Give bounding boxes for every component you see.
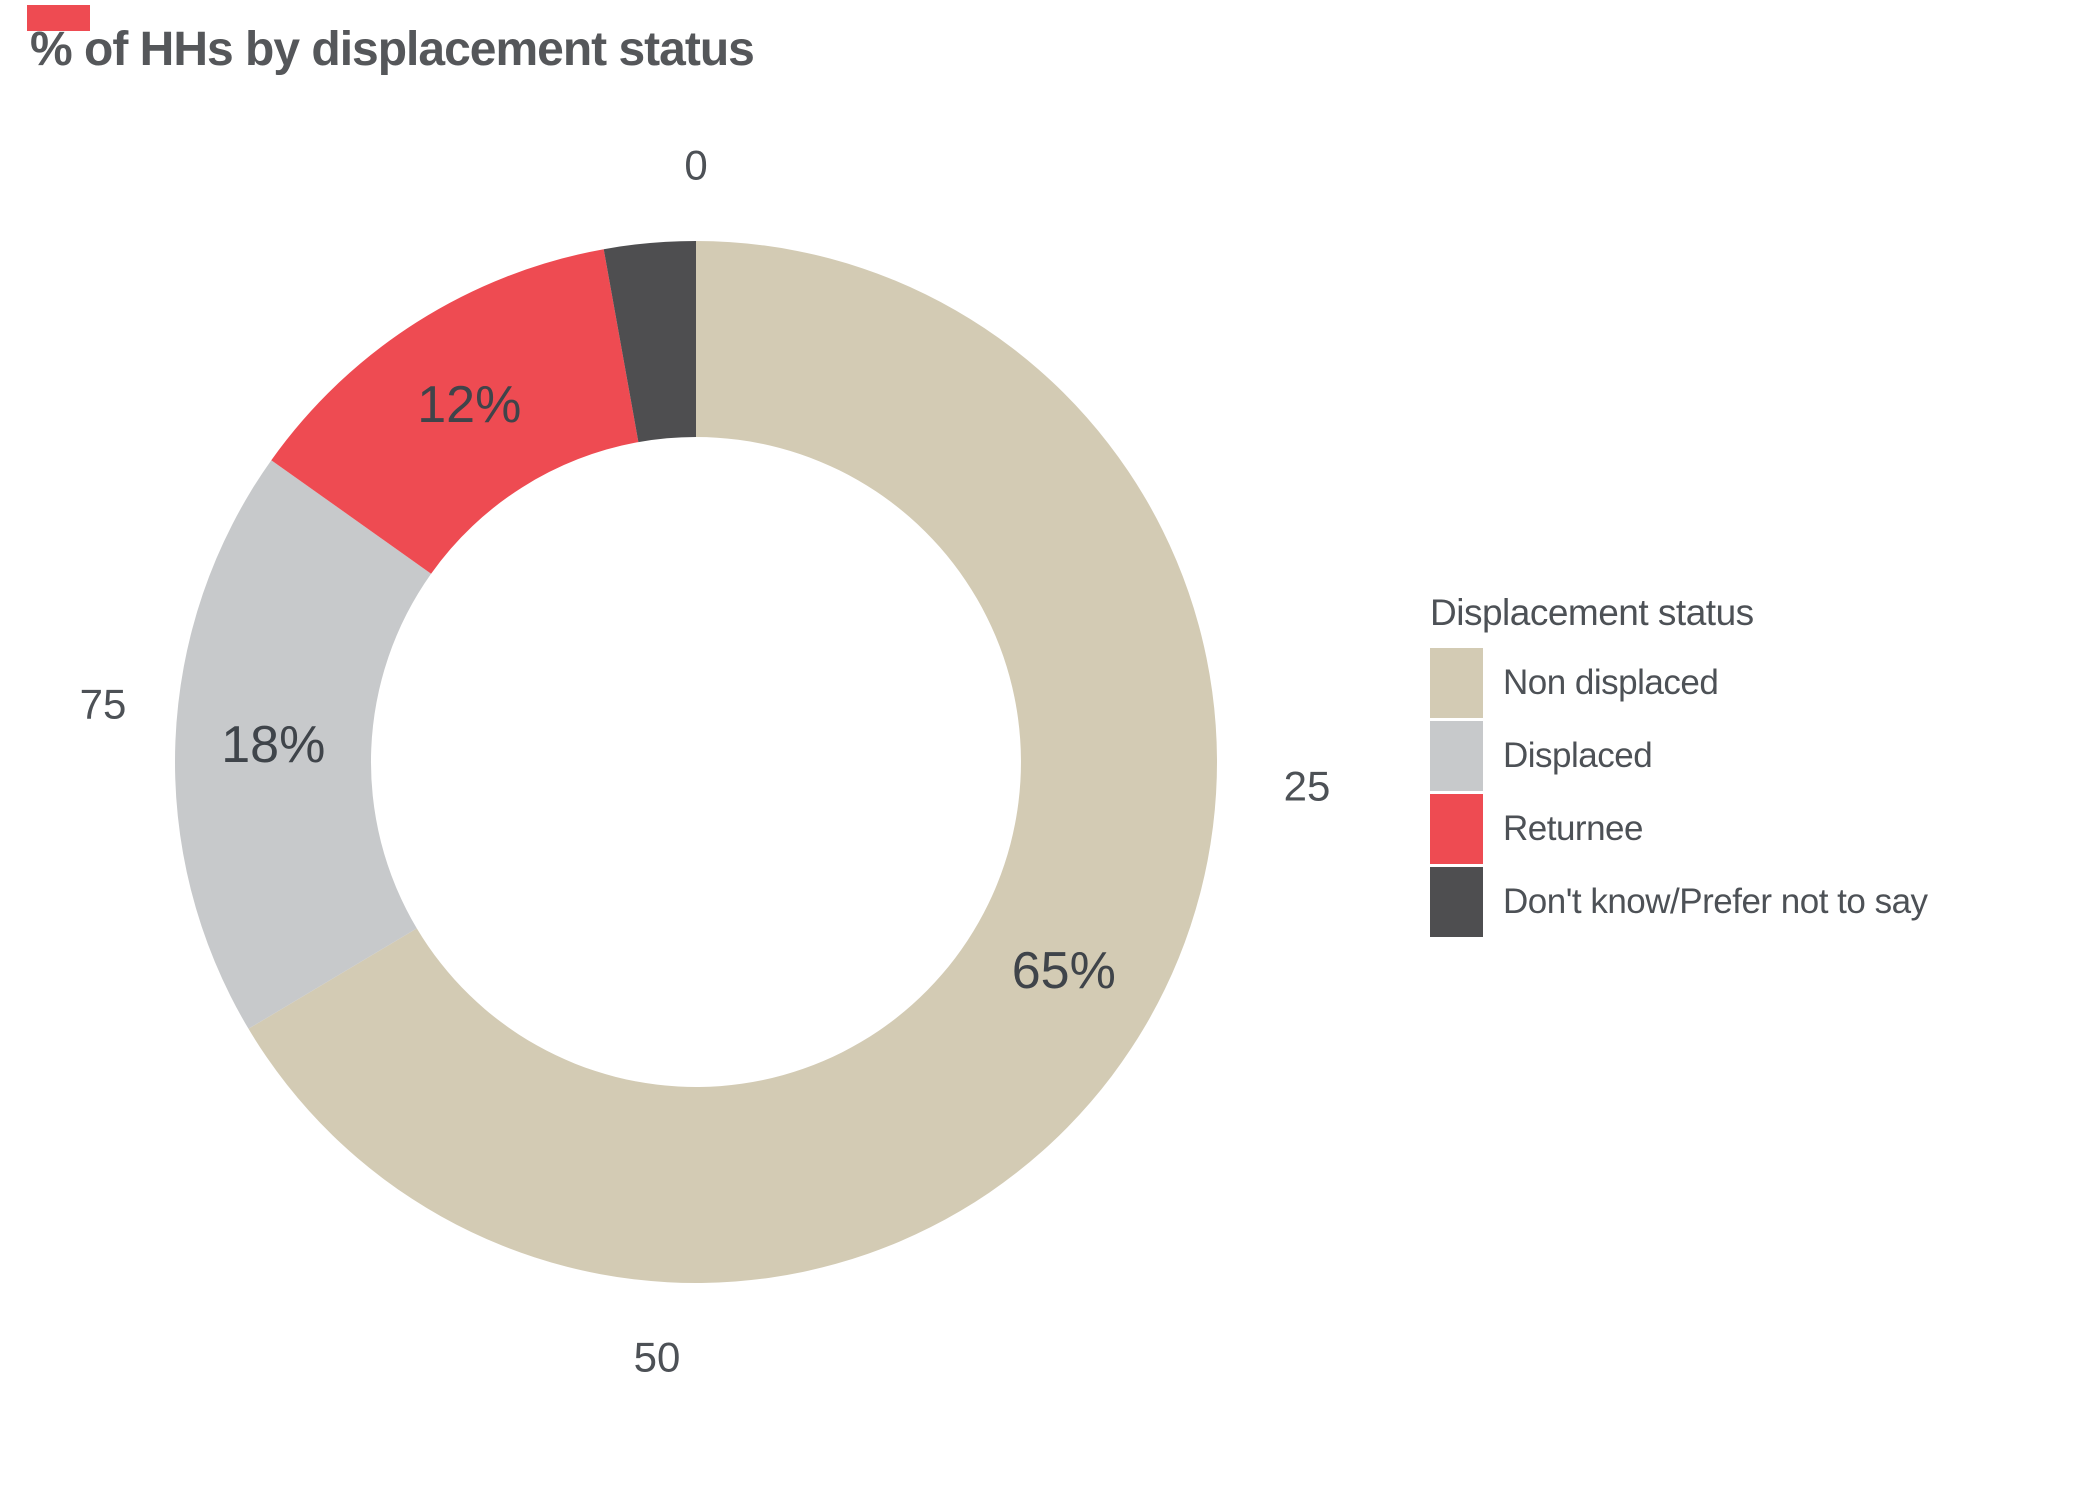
slice-label-non-displaced: 65%: [1012, 942, 1116, 1000]
slice-label-displaced: 18%: [221, 716, 325, 774]
legend-swatch-returnee: [1430, 794, 1483, 864]
red-corner-marker: [27, 5, 90, 31]
legend-entry-label: Don't know/Prefer not to say: [1503, 882, 1928, 921]
axis-tick-label-0: 0: [684, 142, 707, 189]
chart-title: % of HHs by displacement status: [30, 23, 755, 76]
axis-tick-label-75: 75: [80, 681, 127, 728]
legend-entry-label: Displaced: [1503, 736, 1653, 775]
legend-swatch-displaced: [1430, 721, 1483, 791]
legend-entry-non-displaced: Non displaced: [1430, 648, 1928, 718]
legend-entry-displaced: Displaced: [1430, 721, 1928, 791]
legend-entry-label: Returnee: [1503, 809, 1643, 848]
donut-slice-returnee: [271, 249, 639, 574]
legend-entry-returnee: Returnee: [1430, 794, 1928, 864]
axis-tick-label-25: 25: [1284, 763, 1331, 810]
axis-tick-label-50: 50: [634, 1334, 681, 1381]
legend-title: Displacement status: [1430, 592, 1754, 633]
donut-slice-displaced: [174, 460, 432, 1029]
legend-swatch-dont-know: [1430, 867, 1483, 937]
legend-entry-dont-know: Don't know/Prefer not to say: [1430, 867, 1928, 937]
donut-slice-dont-know: [603, 240, 696, 443]
donut-slice-non-displaced: [248, 241, 1218, 1283]
legend-swatch-non-displaced: [1430, 648, 1483, 718]
slice-label-returnee: 12%: [417, 376, 521, 434]
legend: Displacement status Non displaced Displa…: [1430, 592, 1928, 940]
legend-entry-label: Non displaced: [1503, 663, 1719, 702]
